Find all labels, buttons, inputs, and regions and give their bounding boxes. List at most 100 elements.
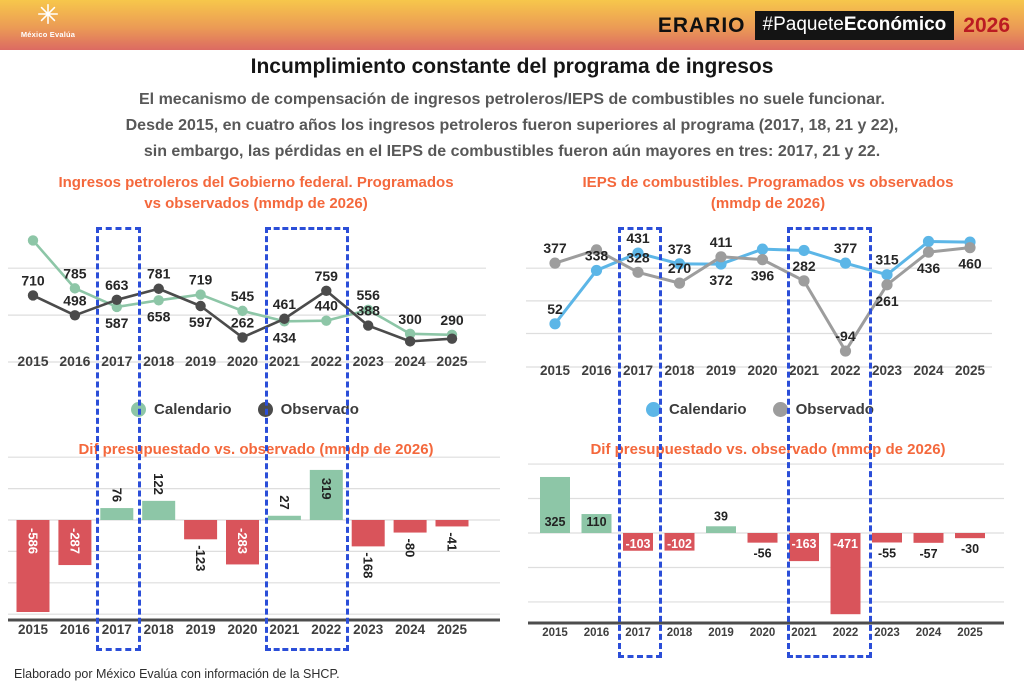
right-line-title-line-1: IEPS de combustibles. Programados vs obs… bbox=[582, 174, 954, 191]
bar bbox=[16, 520, 50, 613]
bar bbox=[142, 500, 176, 520]
right-chart-legend: Calendario Observado bbox=[520, 396, 1000, 422]
page-subtitle: El mecanismo de compensación de ingresos… bbox=[0, 87, 1024, 165]
bar bbox=[309, 469, 343, 520]
data-label: 377 bbox=[834, 240, 858, 256]
data-point-observado bbox=[404, 336, 416, 347]
data-label: 338 bbox=[585, 247, 609, 263]
year-label: 2016 bbox=[60, 622, 91, 637]
petroleros-line-chart: 785 587 658 719 545 434 440 556 300 290 710 498 663 7… bbox=[8, 235, 486, 369]
data-point-observado bbox=[237, 332, 248, 343]
data-point-observado bbox=[279, 313, 290, 324]
data-label: 270 bbox=[668, 260, 692, 276]
ieps-diff-bar-chart: 325 110 -103 -102 39 -56 -163 -471 -55 -57 -30 2015… bbox=[528, 463, 1004, 639]
bar-label: 319 bbox=[319, 478, 334, 500]
data-label: 556 bbox=[357, 287, 381, 303]
data-label: 262 bbox=[231, 314, 255, 330]
bar-label: -123 bbox=[193, 545, 208, 571]
year-label: 2016 bbox=[581, 363, 612, 378]
subtitle-line-1: El mecanismo de compensación de ingresos… bbox=[139, 91, 885, 108]
year-label: 2015 bbox=[18, 622, 49, 637]
year-label: 2015 bbox=[17, 353, 48, 369]
year-label: 2019 bbox=[185, 353, 216, 369]
bar-label: -163 bbox=[791, 537, 816, 551]
data-label: 587 bbox=[105, 315, 129, 331]
subtitle-line-3: sin embargo, las pérdidas en el IEPS de … bbox=[143, 143, 881, 160]
subtitle-line-2: Desde 2015, en cuatro años los ingresos … bbox=[125, 117, 899, 134]
data-label: 377 bbox=[543, 240, 567, 256]
bar-label: -102 bbox=[667, 537, 692, 551]
legend-item-calendario: Calendario bbox=[131, 401, 232, 418]
bar bbox=[267, 515, 301, 520]
bar bbox=[747, 533, 778, 543]
bar bbox=[58, 520, 92, 566]
year-label: 2021 bbox=[789, 363, 820, 378]
year-label: 2024 bbox=[395, 353, 426, 369]
bar-label: -283 bbox=[235, 528, 250, 554]
bar bbox=[706, 526, 736, 533]
year-label: 2019 bbox=[186, 622, 216, 637]
data-label: 498 bbox=[63, 292, 87, 308]
year-label: 2023 bbox=[353, 622, 384, 637]
paquete-economico-badge: #PaqueteEconómico bbox=[754, 11, 955, 40]
bar-label: -103 bbox=[625, 537, 650, 551]
data-label: 460 bbox=[958, 256, 982, 272]
data-point-observado bbox=[363, 320, 374, 331]
data-point-observado bbox=[69, 310, 81, 321]
data-point-observado bbox=[549, 257, 561, 269]
bar-label: -30 bbox=[961, 542, 979, 556]
data-point-calendario bbox=[756, 243, 769, 255]
year-label: 2020 bbox=[750, 627, 776, 639]
data-label: 396 bbox=[751, 268, 775, 284]
data-point-observado bbox=[321, 285, 332, 297]
brand-lockup: ERARIO #PaqueteEconómico 2026 bbox=[658, 11, 1010, 40]
year-label: 2017 bbox=[102, 622, 132, 637]
legend-label: Calendario bbox=[669, 400, 747, 418]
ieps-line-chart: 52 338 431 373 372 377 315 377 328 270 411 396 282 -9… bbox=[526, 230, 992, 378]
data-point-calendario bbox=[27, 235, 39, 246]
data-point-calendario bbox=[111, 301, 123, 313]
year-label: 2016 bbox=[584, 627, 610, 639]
data-label: 373 bbox=[668, 241, 692, 257]
data-point-calendario bbox=[922, 235, 935, 248]
erario-wordmark: ERARIO bbox=[657, 13, 746, 37]
data-point-observado bbox=[881, 279, 893, 291]
data-point-calendario bbox=[590, 264, 603, 277]
bar bbox=[623, 533, 653, 551]
year-label: 2025 bbox=[436, 353, 467, 369]
year-label: 2019 bbox=[708, 627, 734, 639]
bar-label: -168 bbox=[361, 552, 376, 578]
data-point-calendario bbox=[69, 283, 81, 294]
bar-label: 39 bbox=[714, 509, 728, 523]
bar bbox=[226, 520, 259, 565]
legend-item-observado: Observado bbox=[772, 400, 874, 418]
year-label: 2023 bbox=[353, 353, 384, 369]
right-line-title-line-2: (mmdp de 2026) bbox=[710, 195, 826, 212]
bar bbox=[789, 533, 819, 562]
year-label: 2025 bbox=[957, 627, 983, 639]
year-label: 2021 bbox=[269, 622, 300, 637]
year-label: 2016 bbox=[59, 353, 90, 369]
data-point-observado bbox=[195, 300, 206, 312]
data-label: 411 bbox=[710, 234, 733, 250]
year-label: 2024 bbox=[913, 363, 944, 378]
bar-label: -586 bbox=[26, 528, 41, 554]
right-bar-chart-title: Dif presupuestado vs. observado (mmdp de… bbox=[590, 441, 946, 458]
legend-label: Observado bbox=[795, 400, 874, 418]
data-label: 431 bbox=[626, 230, 650, 246]
bar-label: -41 bbox=[445, 532, 460, 551]
bar bbox=[581, 514, 612, 533]
data-label: 719 bbox=[189, 272, 213, 288]
legend-label: Observado bbox=[280, 400, 359, 418]
year-label: 2025 bbox=[955, 363, 986, 378]
data-point-observado bbox=[964, 242, 976, 254]
bar bbox=[664, 533, 695, 551]
year-label: 2018 bbox=[143, 353, 174, 369]
year-label: 2022 bbox=[311, 353, 342, 369]
data-point-calendario bbox=[798, 244, 810, 257]
bar-label: -56 bbox=[753, 547, 771, 561]
data-point-calendario bbox=[404, 328, 416, 340]
year-label: 2020 bbox=[747, 363, 777, 378]
source-note: Elaborado por México Evalúa con informac… bbox=[14, 667, 340, 681]
brand-year: 2026 bbox=[963, 13, 1010, 37]
